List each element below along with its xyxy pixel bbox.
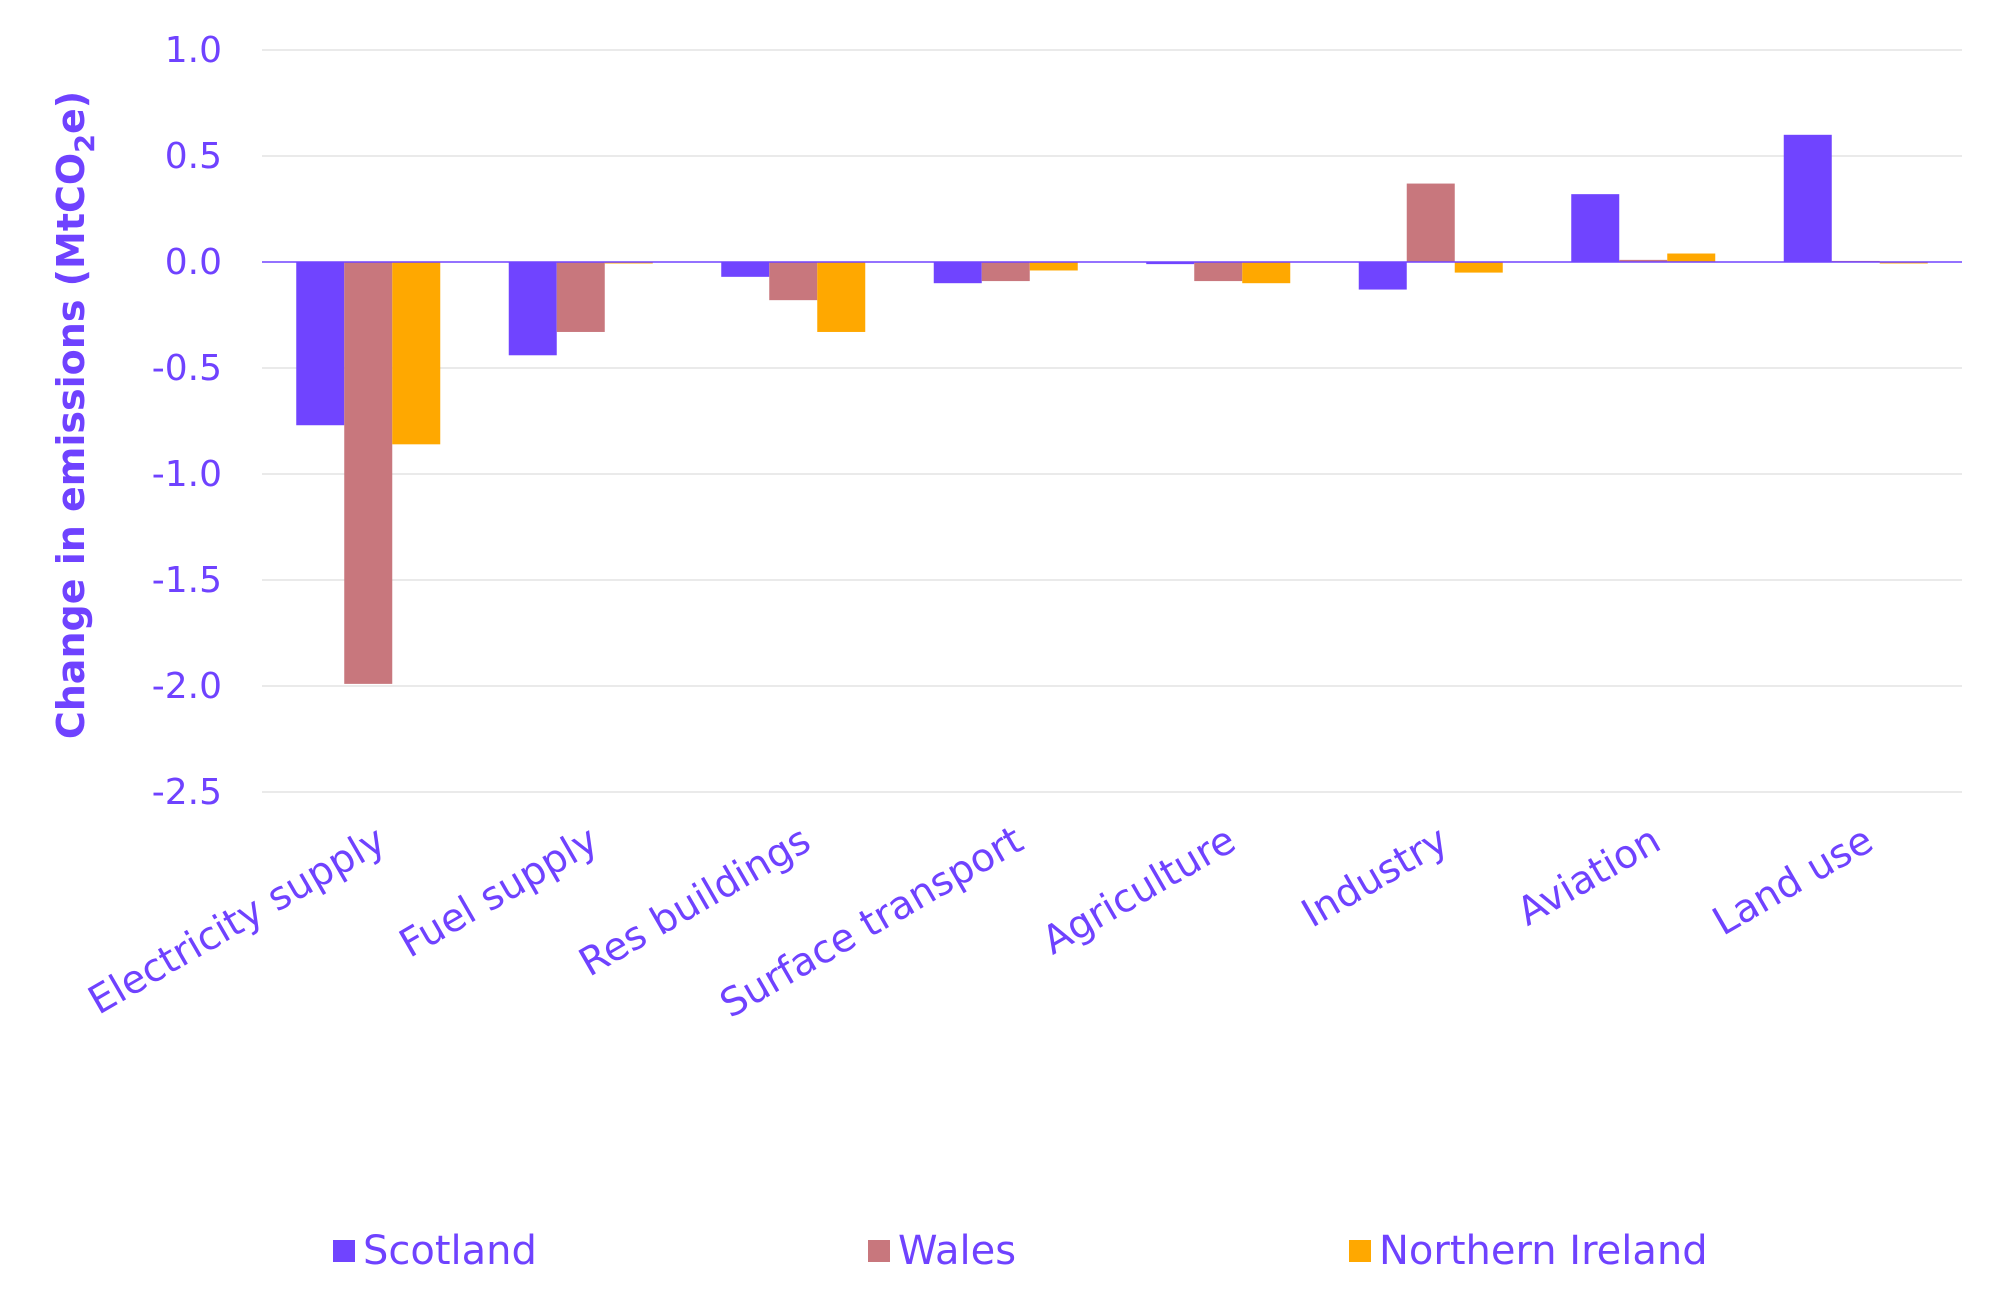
bar-wales <box>769 262 818 301</box>
bar-wales <box>1194 262 1243 282</box>
x-category-label: Fuel supply <box>392 818 606 967</box>
bar-northern-ireland <box>392 262 441 445</box>
y-tick-label: 1.0 <box>165 30 222 71</box>
bar-scotland <box>1358 262 1407 290</box>
bar-northern-ireland <box>1242 262 1291 284</box>
bar-scotland <box>1783 134 1832 262</box>
y-tick-labels: 1.0 0.5 0.0 -0.5 -1.0 -1.5 -2.0 -2.5 <box>152 30 222 813</box>
bar-northern-ireland <box>817 262 866 332</box>
x-category-label: Agriculture <box>1035 818 1243 964</box>
x-category-label: Electricity supply <box>81 818 393 1024</box>
x-category-label: Aviation <box>1510 818 1668 935</box>
legend: Scotland Wales Northern Ireland <box>333 1228 1708 1274</box>
legend-swatch-wales <box>868 1240 890 1262</box>
bar-scotland <box>296 262 345 426</box>
y-tick-label: -0.5 <box>152 348 222 389</box>
y-tick-label: -2.0 <box>152 666 222 707</box>
gridlines <box>262 49 1962 793</box>
legend-label: Scotland <box>363 1228 537 1274</box>
bar-wales <box>556 262 605 332</box>
legend-label: Wales <box>898 1228 1016 1274</box>
bar-scotland <box>1146 262 1195 265</box>
y-tick-label: 0.0 <box>165 242 222 283</box>
legend-swatch-scotland <box>333 1240 355 1262</box>
bar-northern-ireland <box>1667 253 1716 262</box>
bar-northern-ireland <box>1454 262 1503 273</box>
legend-label: Northern Ireland <box>1379 1228 1708 1274</box>
y-tick-label: -1.5 <box>152 560 222 601</box>
x-category-label: Industry <box>1294 818 1455 937</box>
x-category-label: Land use <box>1705 818 1880 945</box>
bar-scotland <box>1571 194 1620 262</box>
y-tick-label: 0.5 <box>165 136 222 177</box>
bar-wales <box>981 262 1030 282</box>
bar-wales <box>1619 259 1668 262</box>
bar-scotland <box>721 262 770 277</box>
bar-northern-ireland <box>1029 262 1078 271</box>
bar-wales <box>344 262 393 684</box>
y-axis-title: Change in emissions (MtCO2e) <box>49 91 101 739</box>
y-tick-label: -1.0 <box>152 454 222 495</box>
bar-scotland <box>508 262 557 356</box>
bars <box>296 134 1928 684</box>
y-tick-label: -2.5 <box>152 772 222 813</box>
bar-scotland <box>933 262 982 284</box>
legend-swatch-northern-ireland <box>1349 1240 1371 1262</box>
bar-wales <box>1406 183 1455 262</box>
